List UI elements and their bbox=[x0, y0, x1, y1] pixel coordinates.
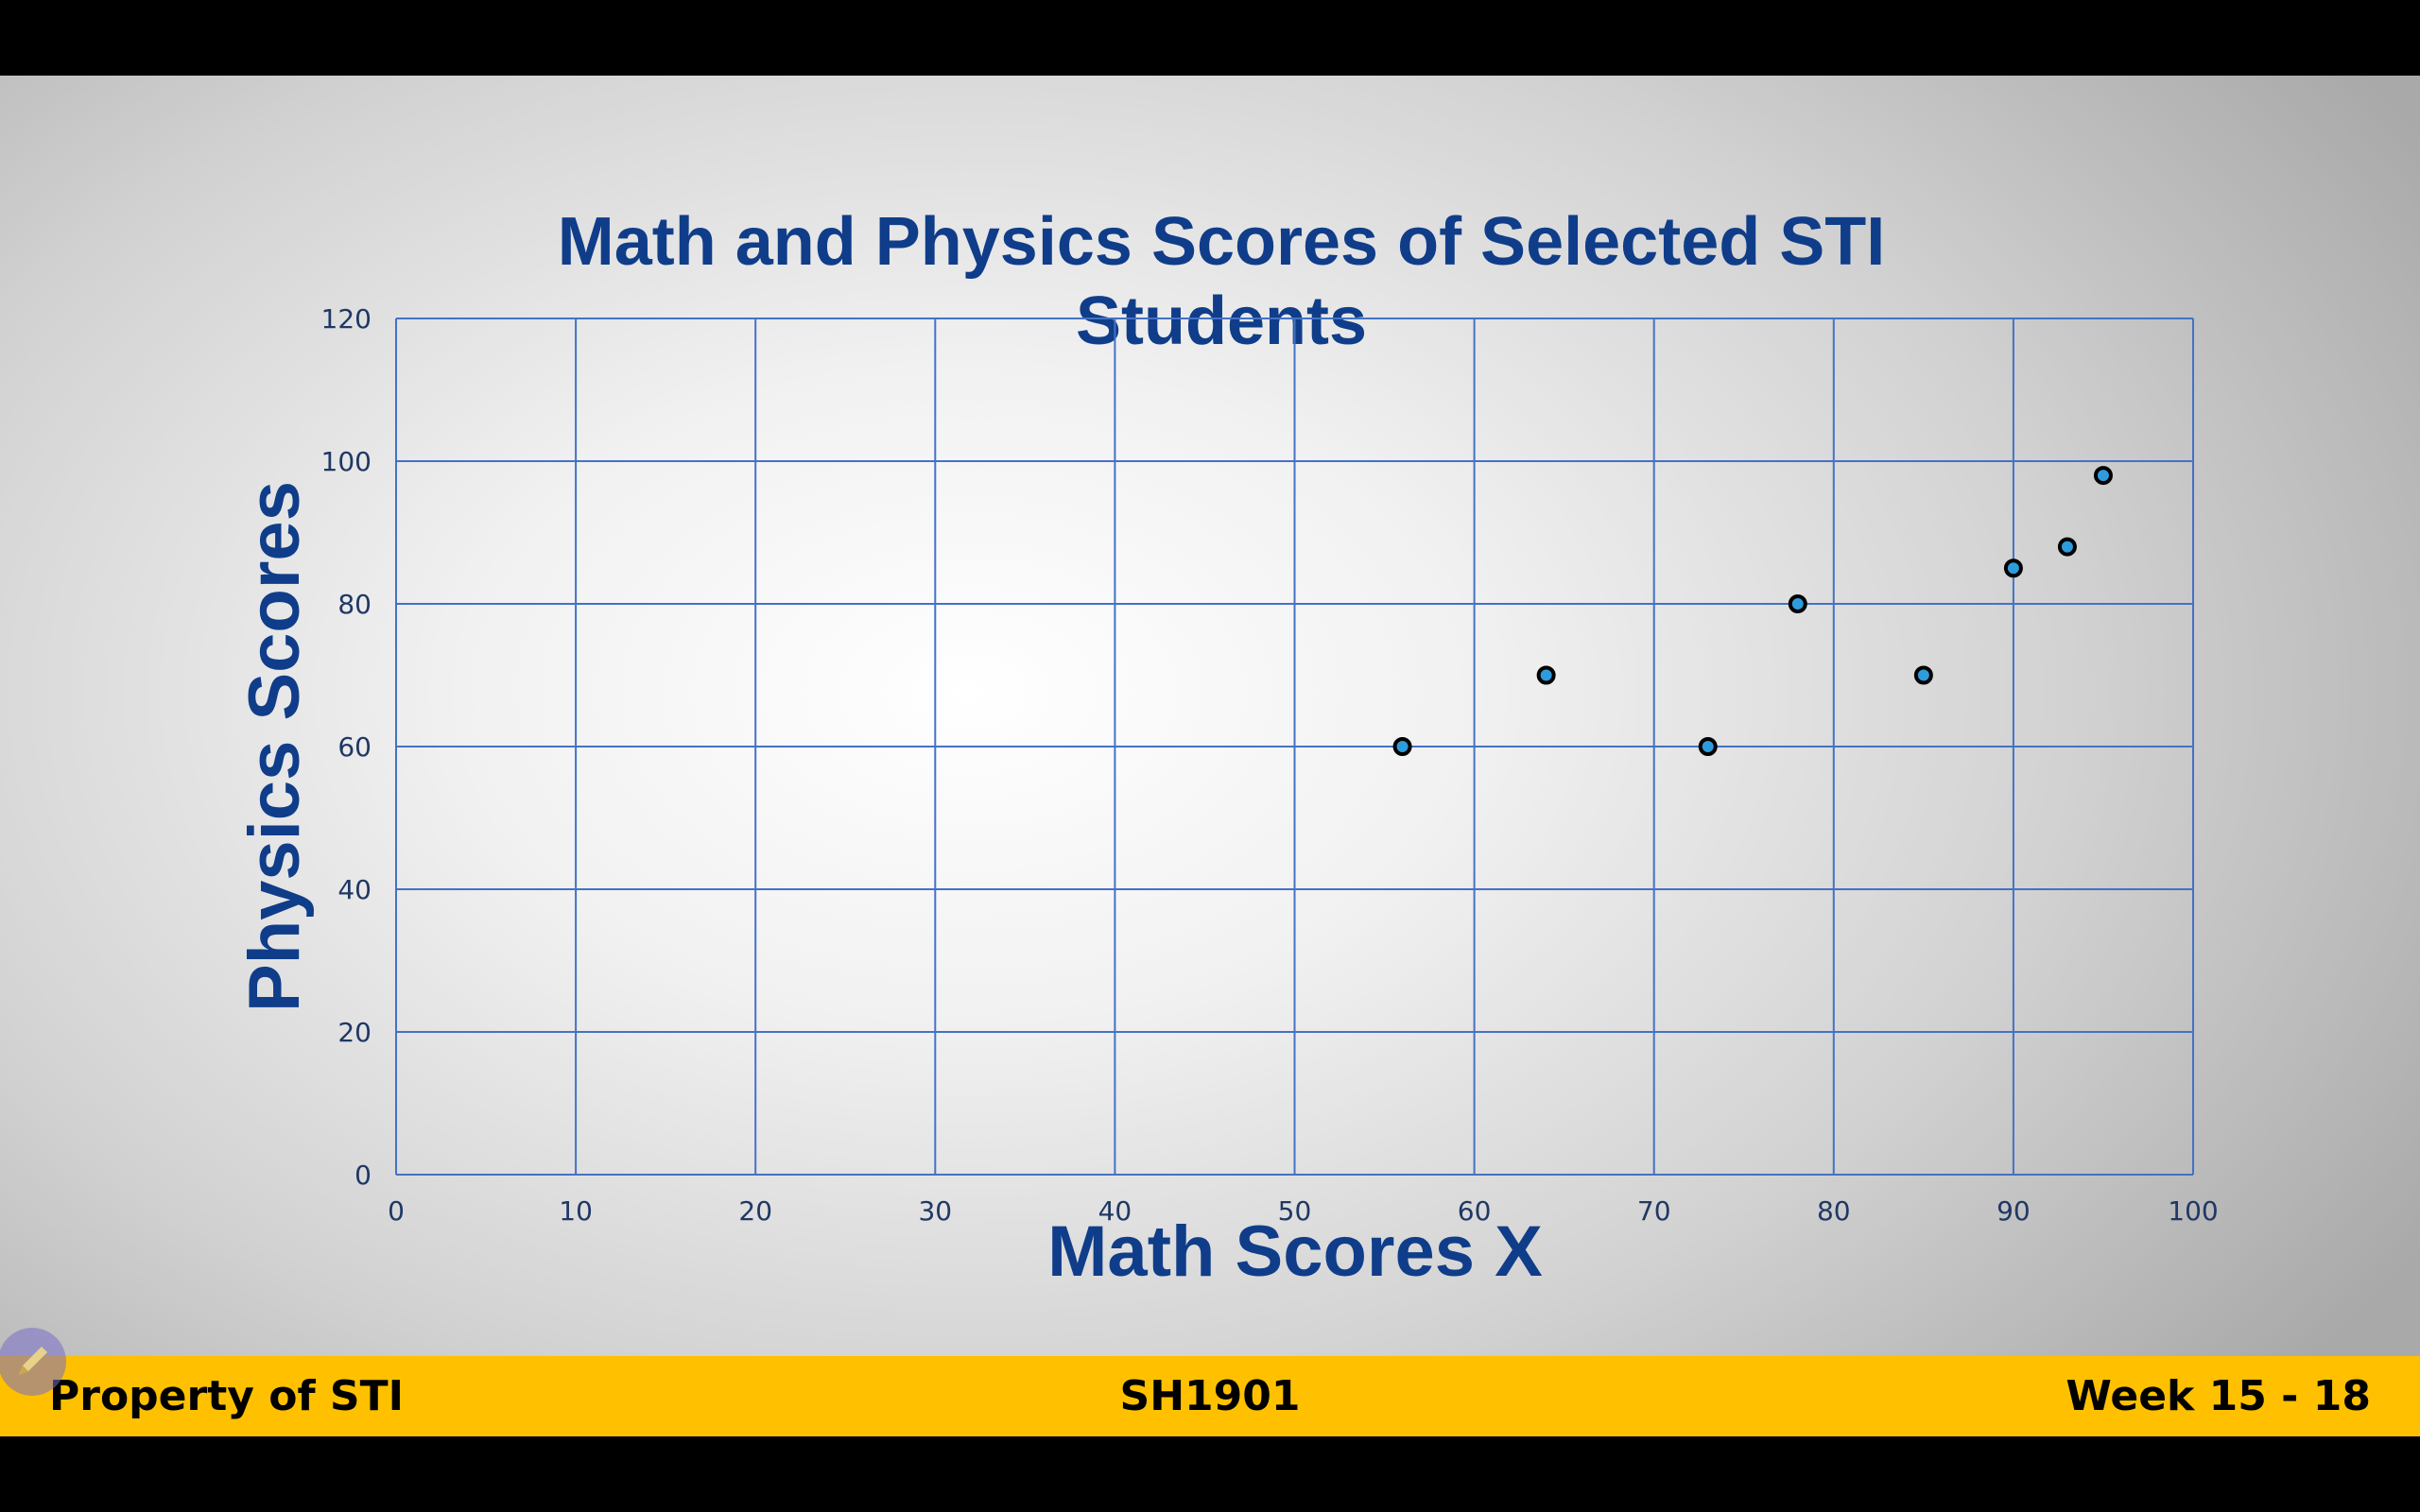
data-point bbox=[2093, 466, 2113, 486]
x-axis-ticks: 0 10 20 30 40 50 60 70 80 90 100 bbox=[388, 1195, 2219, 1227]
x-tick-label: 60 bbox=[1458, 1195, 1492, 1227]
y-tick-label: 100 bbox=[321, 446, 372, 477]
data-point bbox=[1536, 665, 1556, 685]
x-tick-label: 50 bbox=[1278, 1195, 1312, 1227]
data-point bbox=[1913, 665, 1933, 685]
x-axis-label: Math Scores X bbox=[1047, 1211, 1543, 1292]
y-tick-label: 40 bbox=[337, 874, 372, 905]
footer-left-text: Property of STI bbox=[49, 1372, 405, 1420]
x-tick-label: 40 bbox=[1098, 1195, 1132, 1227]
x-tick-label: 90 bbox=[1996, 1195, 2031, 1227]
pen-icon bbox=[19, 1347, 47, 1375]
data-point bbox=[1698, 737, 1718, 756]
chart-title-line: Students bbox=[1076, 284, 1367, 359]
data-point bbox=[1788, 594, 1807, 613]
chart-title: Math and Physics Scores of Selected STIS… bbox=[558, 204, 1885, 359]
slide: Math and Physics Scores of Selected STI S… bbox=[0, 76, 2420, 1361]
y-tick-label: 60 bbox=[337, 731, 372, 763]
x-tick-label: 100 bbox=[2168, 1195, 2218, 1227]
data-point bbox=[2057, 537, 2077, 557]
y-tick-label: 20 bbox=[337, 1017, 372, 1048]
y-axis-ticks: 0 20 40 60 80 100 120 bbox=[321, 303, 372, 1191]
footer-right-text: Week 15 - 18 bbox=[2066, 1372, 2371, 1420]
footer-bar: Property of STI SH1901 Week 15 - 18 bbox=[0, 1356, 2420, 1436]
x-tick-label: 30 bbox=[918, 1195, 952, 1227]
footer-center-text: SH1901 bbox=[1119, 1372, 1301, 1420]
y-tick-label: 80 bbox=[337, 589, 372, 620]
data-points bbox=[1392, 466, 2113, 756]
y-tick-label: 0 bbox=[354, 1160, 372, 1191]
x-tick-label: 20 bbox=[738, 1195, 772, 1227]
x-tick-label: 10 bbox=[559, 1195, 593, 1227]
data-point bbox=[1392, 737, 1412, 756]
x-tick-label: 70 bbox=[1637, 1195, 1671, 1227]
y-axis-label: Physics Scores bbox=[234, 481, 315, 1012]
chart-grid bbox=[395, 318, 2194, 1176]
scatter-chart: Math and Physics Scores of Selected STIS… bbox=[234, 204, 2219, 1292]
x-tick-label: 0 bbox=[388, 1195, 405, 1227]
y-tick-label: 120 bbox=[321, 303, 372, 335]
x-tick-label: 80 bbox=[1817, 1195, 1851, 1227]
chart-title-line: Math and Physics Scores of Selected STI bbox=[558, 204, 1885, 280]
data-point bbox=[2003, 558, 2023, 578]
pen-tool-button[interactable] bbox=[0, 1328, 66, 1396]
